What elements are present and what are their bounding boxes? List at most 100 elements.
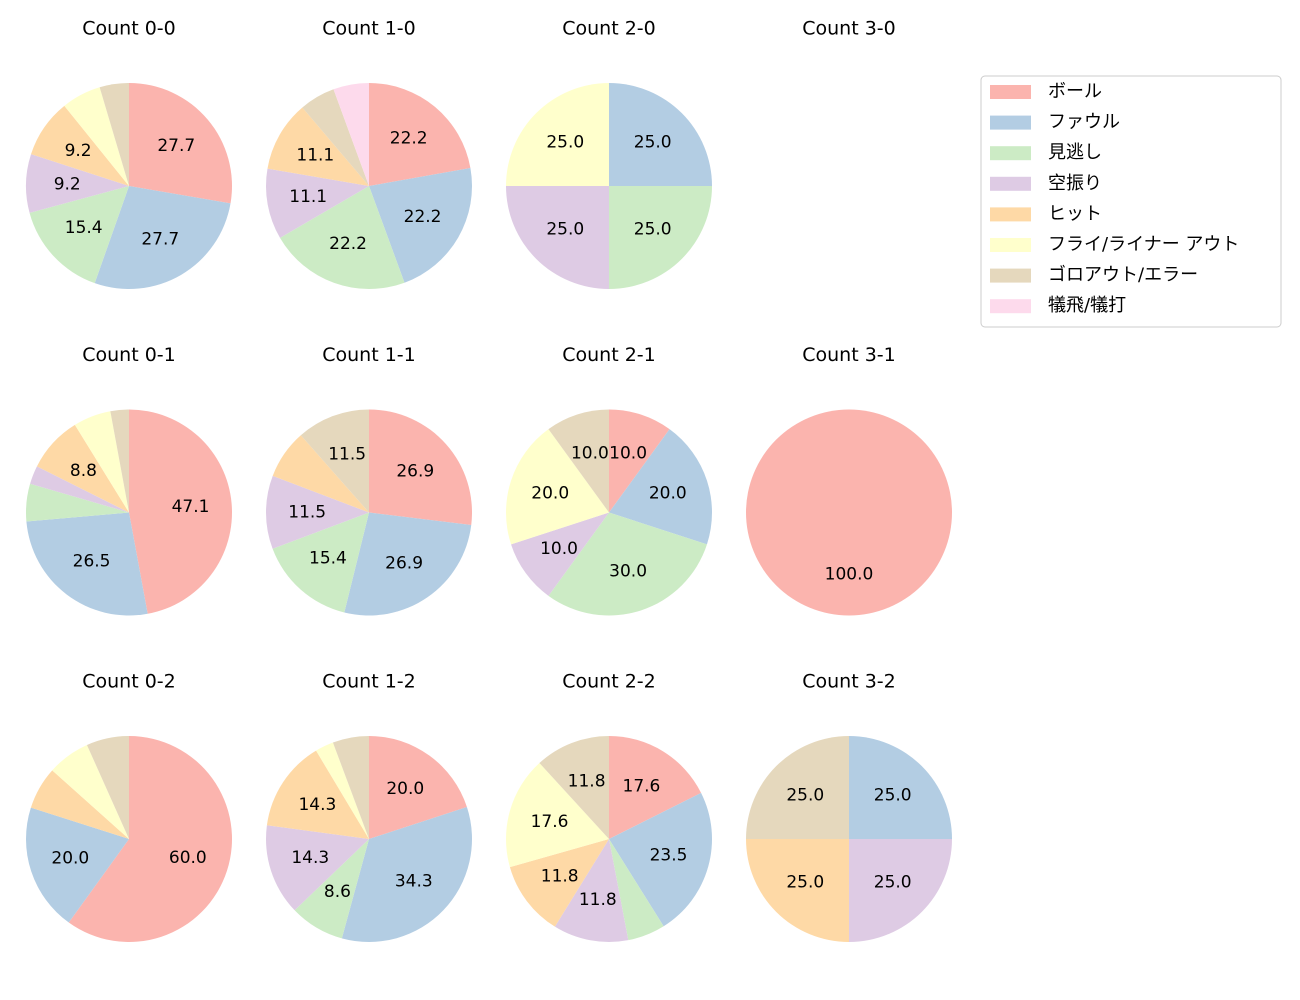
pie-slice xyxy=(609,429,712,545)
slice-label: 27.7 xyxy=(141,229,179,249)
legend-box xyxy=(980,75,1282,328)
pie-slice xyxy=(129,409,233,614)
pie-slice xyxy=(609,83,712,186)
slice-label: 20.0 xyxy=(531,483,569,503)
slice-label: 11.8 xyxy=(568,771,606,791)
slice-label: 9.2 xyxy=(54,174,81,194)
pie-slice xyxy=(609,409,670,513)
pie-slice xyxy=(26,512,148,616)
slice-label: 11.5 xyxy=(328,445,366,465)
pie-slice xyxy=(52,744,130,839)
subplot-title: Count 2-0 xyxy=(562,18,656,40)
slice-label: 14.3 xyxy=(291,848,329,868)
subplot-title: Count 1-0 xyxy=(322,18,416,40)
slice-label: 47.1 xyxy=(172,497,210,517)
subplot-title: Count 1-1 xyxy=(322,344,416,366)
legend-label: ヒット xyxy=(1048,203,1102,224)
subplot-title: Count 1-2 xyxy=(322,671,416,693)
pie-slice xyxy=(548,409,609,513)
pie-slice xyxy=(609,736,702,839)
pie-slice xyxy=(609,792,712,927)
pie-slice xyxy=(36,424,129,513)
pie-slice xyxy=(506,83,609,186)
slice-label: 26.9 xyxy=(385,553,423,573)
pie-slice xyxy=(266,750,369,839)
pie-slice xyxy=(609,839,664,941)
slice-label: 11.8 xyxy=(579,890,617,910)
pie-slice xyxy=(280,186,405,289)
slice-label: 25.0 xyxy=(546,132,584,152)
legend-swatch xyxy=(990,238,1031,252)
pie-slice xyxy=(29,186,130,284)
subplot-title: Count 2-1 xyxy=(562,344,656,366)
subplot-title: Count 3-2 xyxy=(802,671,896,693)
pie-slice xyxy=(272,512,369,613)
pie-slice xyxy=(74,411,129,513)
slice-label: 22.2 xyxy=(390,129,428,149)
slice-label: 17.6 xyxy=(531,812,569,832)
legend-label: 空振り xyxy=(1048,173,1102,194)
legend-swatch xyxy=(990,207,1031,222)
slice-label: 25.0 xyxy=(634,132,672,152)
legend-label: 見逃し xyxy=(1048,142,1102,163)
slice-label: 25.0 xyxy=(786,785,824,805)
pie-slice xyxy=(511,512,609,596)
slice-label: 8.6 xyxy=(324,882,351,902)
pie-slice xyxy=(110,409,129,513)
pie-slice xyxy=(30,770,130,839)
slice-label: 11.5 xyxy=(288,502,326,522)
subplot-title: Count 2-2 xyxy=(562,671,656,693)
slice-label: 25.0 xyxy=(546,220,584,240)
pie-slice xyxy=(86,736,129,839)
slice-label: 11.1 xyxy=(296,145,334,165)
pie-slice xyxy=(266,168,369,238)
slice-label: 10.0 xyxy=(609,444,647,464)
pie-slice xyxy=(506,429,609,545)
legend-label: 犠飛/犠打 xyxy=(1048,295,1126,316)
legend-swatch xyxy=(990,146,1031,161)
pie-slice xyxy=(266,825,369,911)
slice-label: 26.5 xyxy=(73,552,111,572)
slice-label: 14.3 xyxy=(298,795,336,815)
pie-slice xyxy=(746,736,849,839)
slice-label: 25.0 xyxy=(634,220,672,240)
pie-slice xyxy=(369,83,471,186)
pie-slice xyxy=(316,742,369,839)
slice-label: 23.5 xyxy=(650,846,688,866)
slice-label: 34.3 xyxy=(395,872,433,892)
pie-slice xyxy=(341,807,473,942)
pie-slice xyxy=(272,435,369,513)
slice-label: 20.0 xyxy=(649,483,687,503)
slice-label: 8.8 xyxy=(70,461,97,481)
slice-label: 15.4 xyxy=(65,218,103,238)
pie-slice xyxy=(539,736,609,839)
pie-slice xyxy=(344,512,472,616)
slice-label: 30.0 xyxy=(609,561,647,581)
slice-label: 26.9 xyxy=(396,462,434,482)
slice-label: 17.6 xyxy=(623,776,661,796)
legend-label: フライ/ライナー アウト xyxy=(1048,234,1239,255)
pie-slice xyxy=(849,839,952,942)
pie-slice xyxy=(94,186,231,289)
slice-label: 22.2 xyxy=(329,234,367,254)
pie-slice xyxy=(64,87,129,186)
slice-label: 25.0 xyxy=(786,873,824,893)
pie-slice xyxy=(369,736,467,839)
pie-slice xyxy=(68,736,233,943)
legend-swatch xyxy=(990,115,1031,130)
subplot-title: Count 0-0 xyxy=(82,18,176,40)
slice-label: 60.0 xyxy=(169,848,207,868)
subplot-title: Count 3-1 xyxy=(802,344,896,366)
pie-slice xyxy=(26,807,129,923)
pie-slice xyxy=(333,83,369,186)
slice-label: 9.2 xyxy=(65,141,92,161)
pie-slice xyxy=(849,736,952,839)
slice-label: 11.8 xyxy=(541,866,579,886)
pie-slice xyxy=(129,83,232,204)
pie-slice xyxy=(267,107,369,186)
legend-label: ファウル xyxy=(1048,112,1120,133)
pie-slice xyxy=(332,736,369,839)
legend-label: ゴロアウト/エラー xyxy=(1048,265,1198,286)
